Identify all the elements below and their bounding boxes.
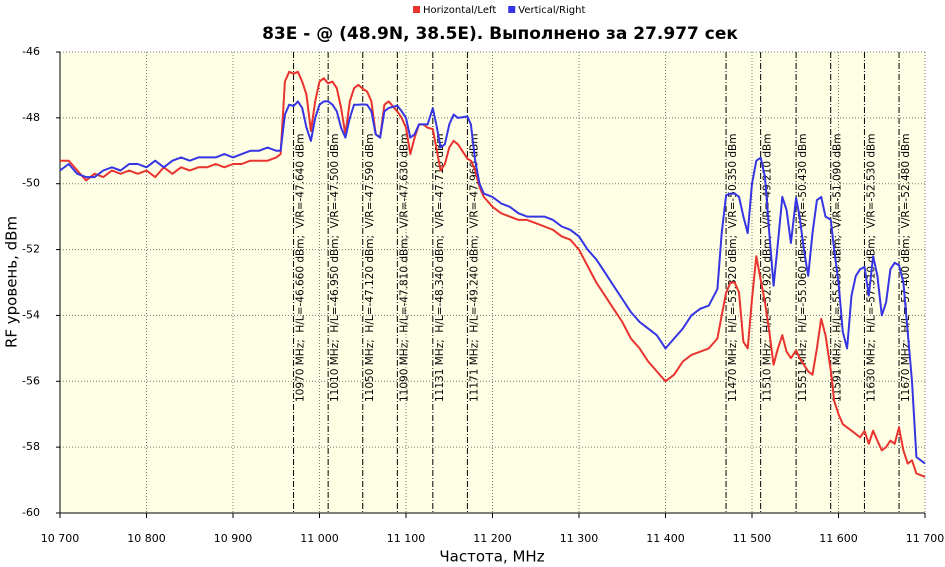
chart-title: 83E - @ (48.9N, 38.5E). Выполнено за 27.… xyxy=(262,24,738,44)
annotation-label: 10970 MHz; H/L=-46.660 dBm; V/R=-47.640 … xyxy=(295,134,307,402)
y-tick-label: -52 xyxy=(22,243,40,256)
annotation-label: 11470 MHz; H/L=-53.320 dBm; V/R=-50.350 … xyxy=(727,134,739,402)
series-line xyxy=(59,100,926,465)
x-tick-label: 11 000 xyxy=(300,532,339,545)
x-tick-label: 10 900 xyxy=(214,532,253,545)
annotation-label: 11171 MHz; H/L=-49.240 dBm; V/R=-47.960 … xyxy=(468,134,480,402)
annotation-label: 11591 MHz; H/L=-55.650 dBm; V/R=-51.090 … xyxy=(832,134,844,402)
x-tick-label: 11 200 xyxy=(473,532,512,545)
annotation-label: 11050 MHz; H/L=-47.120 dBm; V/R=-47.590 … xyxy=(364,134,376,402)
annotation-label: 11131 MHz; H/L=-48.340 dBm; V/R=-47.710 … xyxy=(434,134,446,402)
y-tick-label: -48 xyxy=(22,111,40,124)
y-tick-label: -56 xyxy=(22,374,40,387)
legend-swatch xyxy=(508,6,516,13)
y-tick-label: -46 xyxy=(22,45,40,58)
x-axis-label: Частота, MHz xyxy=(439,548,544,566)
legend-label: Vertical/Right xyxy=(518,5,585,16)
y-tick-label: -60 xyxy=(22,506,40,519)
x-tick-label: 11 300 xyxy=(560,532,599,545)
y-tick-label: -58 xyxy=(22,440,40,453)
legend-swatch xyxy=(413,6,420,13)
x-tick-label: 10 800 xyxy=(127,532,166,545)
x-tick-label: 11 500 xyxy=(733,532,772,545)
x-tick-label: 10 700 xyxy=(41,532,80,545)
y-tick-label: -54 xyxy=(22,308,40,321)
x-tick-label: 11 600 xyxy=(819,532,858,545)
annotation-label: 11551 MHz; H/L=-55.060 dBm; V/R=-50.430 … xyxy=(797,134,809,402)
annotation-label: 11670 MHz; H/L=-57.400 dBm; V/R=-52.480 … xyxy=(900,134,912,402)
annotation-label: 11090 MHz; H/L=-47.810 dBm; V/R=-47.630 … xyxy=(398,134,410,402)
series-line xyxy=(60,70,926,478)
x-tick-label: 11 400 xyxy=(646,532,685,545)
legend-label: Horizontal/Left xyxy=(423,5,496,16)
y-axis-label: RF уровень, dBm xyxy=(3,216,21,348)
x-tick-label: 11 700 xyxy=(906,532,945,545)
x-tick-label: 11 100 xyxy=(387,532,426,545)
y-tick-label: -50 xyxy=(22,177,40,190)
annotation-label: 11010 MHz; H/L=-46.950 dBm; V/R=-47.500 … xyxy=(329,134,341,402)
